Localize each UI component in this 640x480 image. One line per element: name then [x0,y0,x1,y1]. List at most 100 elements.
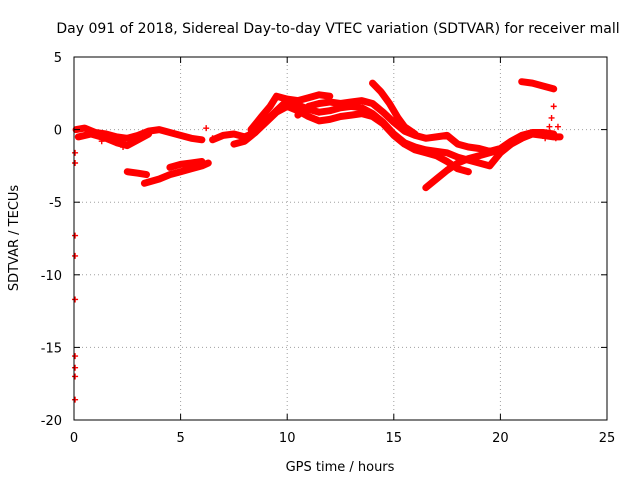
data-point [258,113,265,120]
y-tick-label: -20 [41,414,62,429]
data-point [124,142,131,149]
data-point [316,100,323,107]
data-point [401,123,408,130]
data-point [465,168,472,175]
data-point [550,130,557,137]
data-point [134,170,141,177]
data-point [444,167,451,174]
data-point [476,152,483,159]
data-point [72,353,79,360]
data-point [454,141,461,148]
data-point [113,133,120,140]
data-point [72,396,79,403]
x-tick-label: 10 [279,431,296,446]
data-point [262,117,269,124]
series-band [518,78,558,93]
data-point [205,159,212,166]
data-point [422,184,429,191]
data-point [529,129,536,136]
x-tick-label: 0 [70,431,78,446]
data-point [230,141,237,148]
data-point [337,100,344,107]
y-axis-label: SDTVAR / TECUs [7,185,22,292]
axes-layer: 0 5 10 15 20 25 5 0 -5 -10 -15 -20 [41,51,616,446]
data-point [518,78,525,85]
data-point [358,104,365,111]
data-point [454,159,461,166]
data-point [72,296,79,303]
data-point [120,144,127,151]
data-point [326,116,333,123]
data-point [529,80,536,87]
data-point [552,135,559,142]
data-point [369,100,376,107]
x-axis-label: GPS time / hours [286,460,395,475]
data-point [348,112,355,119]
data-point [75,133,82,140]
x-tick-label: 15 [386,431,403,446]
data-point [72,373,79,380]
data-point [72,232,79,239]
series-track-4 [140,159,212,187]
data-point [316,117,323,124]
series-track-3 [123,168,150,179]
data-point [369,110,376,117]
plot-frame [73,56,608,421]
data-point [267,103,274,110]
data-point [247,126,254,133]
y-tick-label: -15 [41,341,62,356]
data-point [294,112,301,119]
data-point [220,132,227,139]
data-point [422,135,429,142]
data-point [358,97,365,104]
series-band [166,158,206,171]
data-point [305,94,312,101]
data-point [390,130,397,137]
data-point [548,114,555,121]
series-band [369,79,419,138]
data-point [88,130,95,137]
data-point [98,138,105,145]
data-point [326,99,333,106]
data-point [326,107,333,114]
y-tick-label: 5 [54,51,62,66]
series-scatter-right [542,103,564,142]
data-point [72,159,79,166]
data-point [508,141,515,148]
data-point [386,100,393,107]
data-point [412,144,419,151]
data-point [550,103,557,110]
data-point [124,168,131,175]
data-point [166,171,173,178]
data-point [198,136,205,143]
chart-title: Day 091 of 2018, Sidereal Day-to-day VTE… [56,21,619,37]
data-point [444,149,451,156]
data-point [518,135,525,142]
data-point [444,132,451,139]
data-point [188,159,195,166]
data-point [326,93,333,100]
data-point [156,175,163,182]
data-point [401,139,408,146]
data-point [542,135,549,142]
x-tick-label: 5 [176,431,184,446]
series-track-11 [422,134,526,192]
series-scatter-left [72,149,79,403]
data-point [316,91,323,98]
data-point [337,113,344,120]
data-point [554,123,561,130]
data-point [412,130,419,137]
data-point [369,80,376,87]
data-point [380,119,387,126]
y-tick-label: -5 [49,196,62,211]
data-point [497,146,504,153]
data-point [81,125,88,132]
data-point [486,149,493,156]
series-track-10 [369,79,419,138]
data-point [72,252,79,259]
data-point [134,136,141,143]
data-point [454,154,461,161]
data-point [316,109,323,116]
data-point [72,364,79,371]
